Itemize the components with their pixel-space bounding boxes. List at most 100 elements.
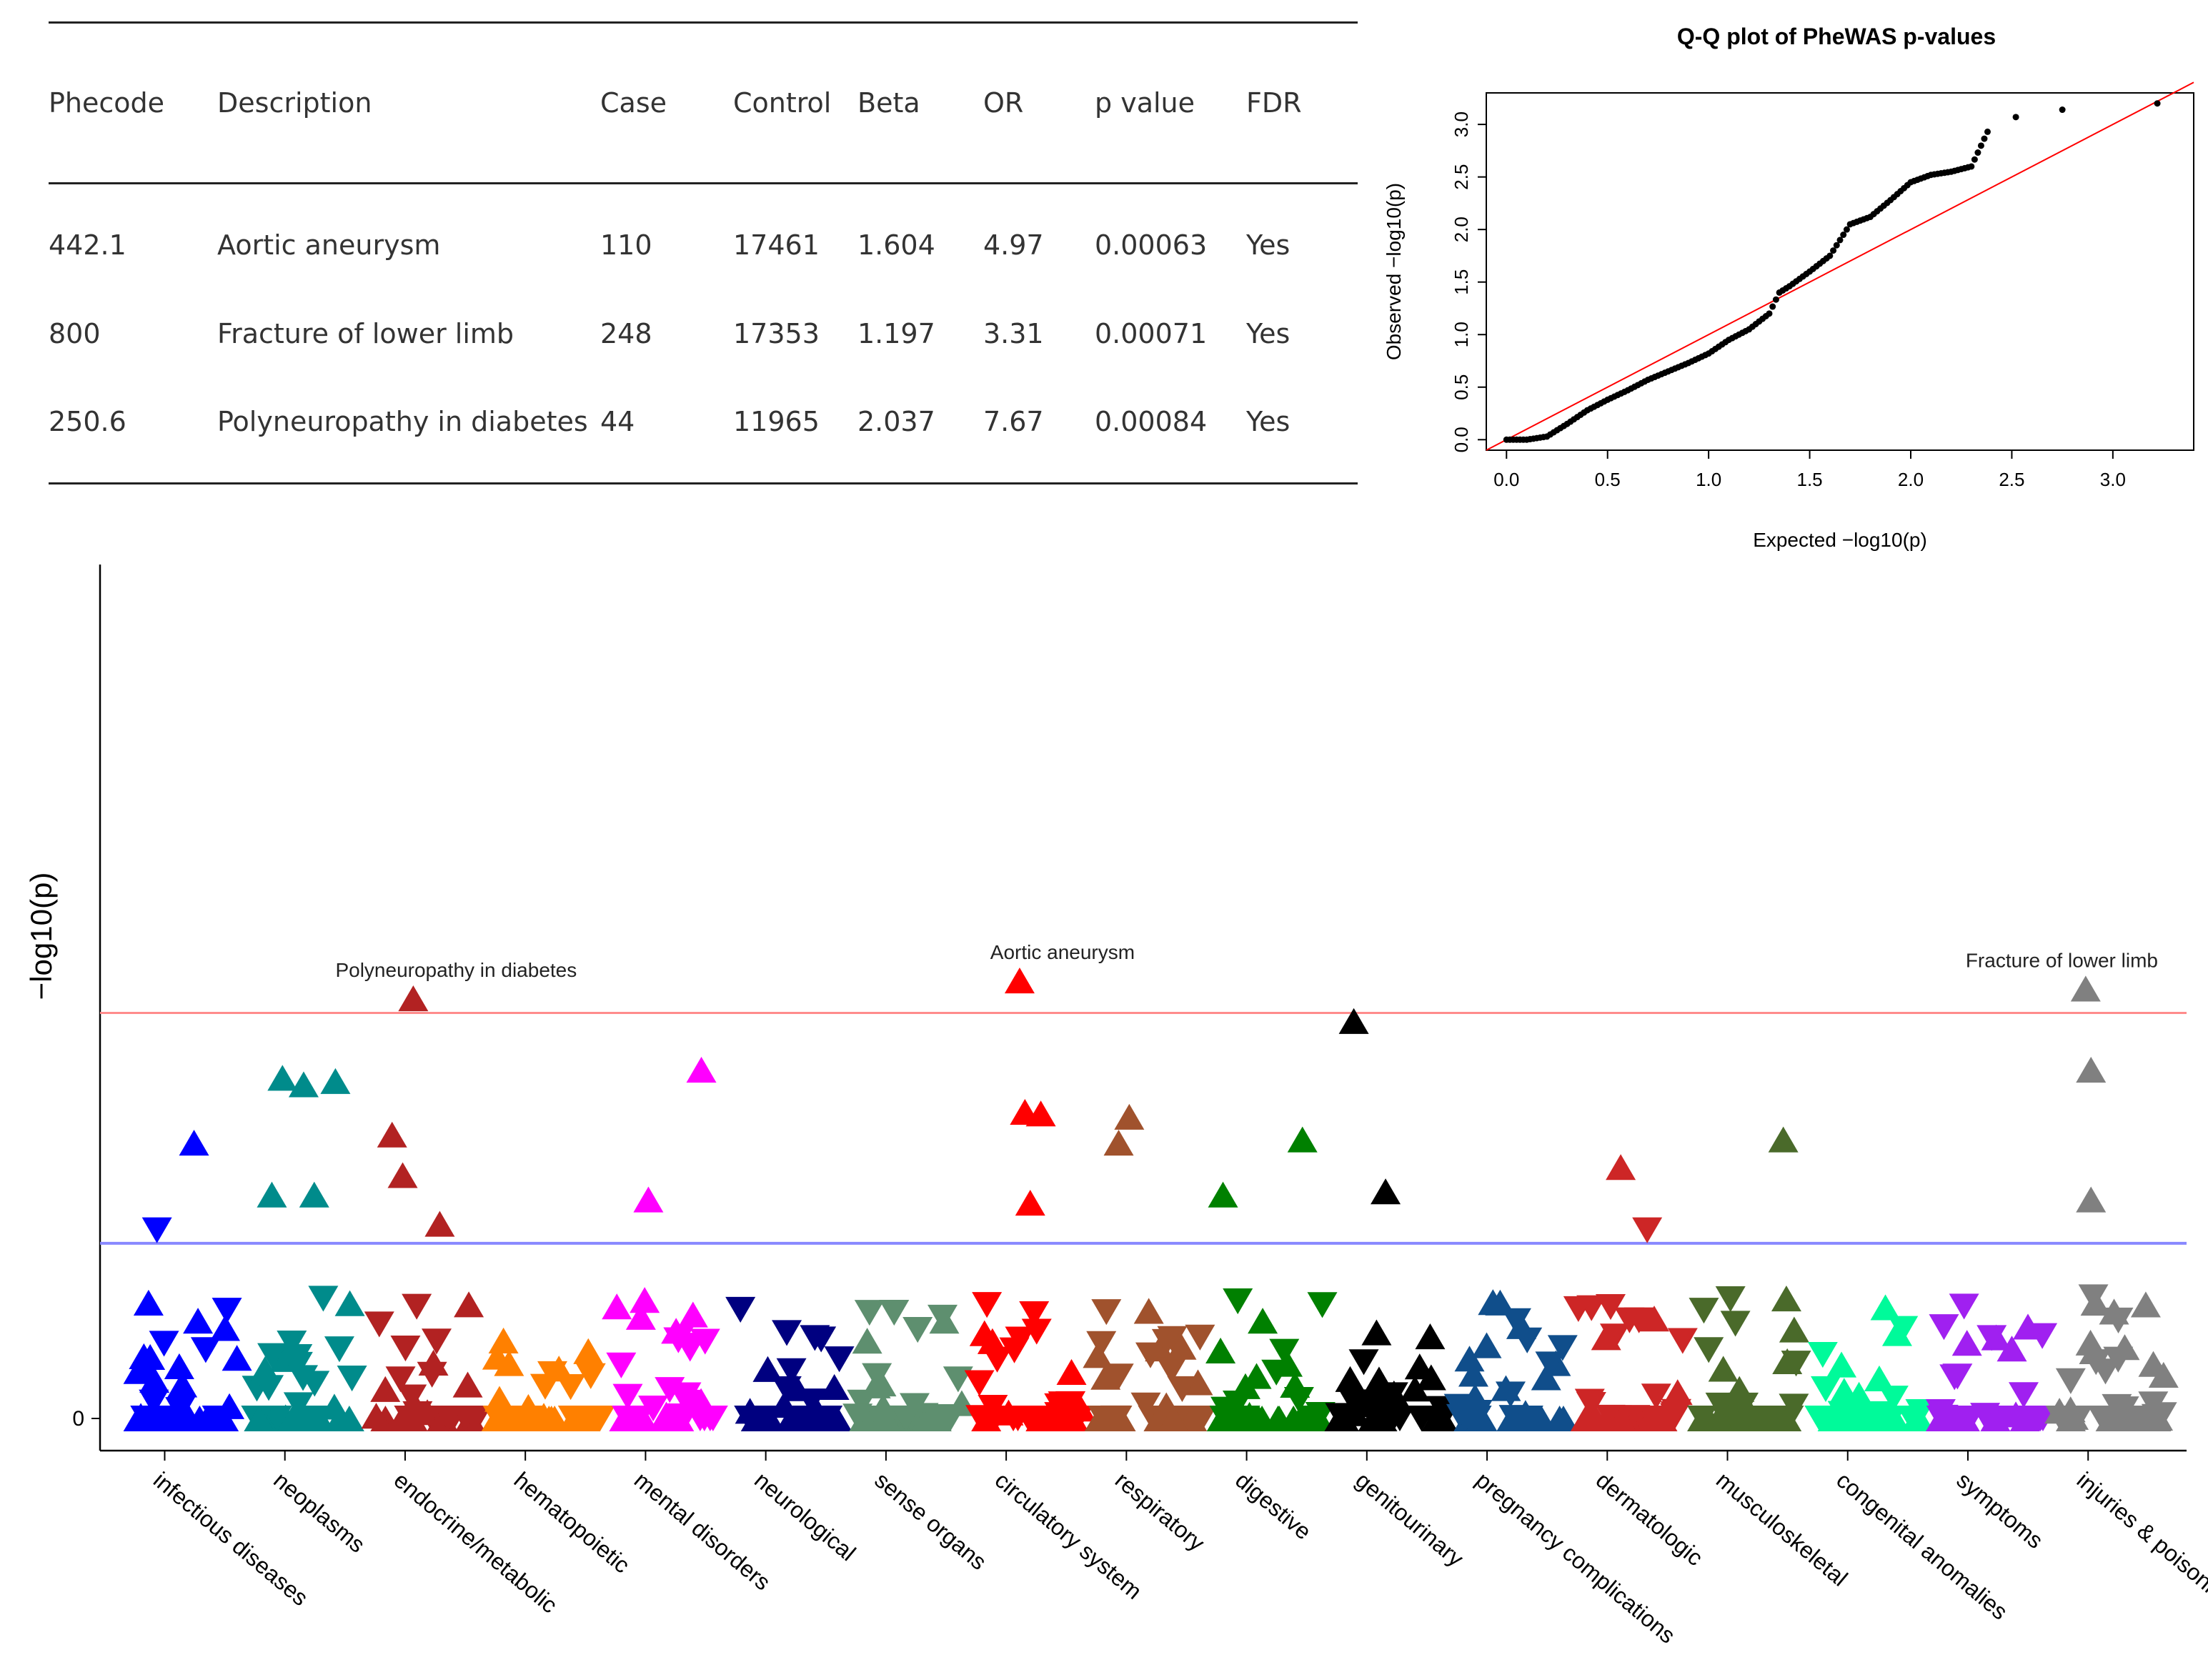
manhattan-point [418,1349,449,1376]
manhattan-highlight-point [1015,1190,1045,1216]
manhattan-point [630,1287,660,1313]
table-header-row: Phecode Description Case Control Beta OR… [49,22,1358,184]
manhattan-point [1570,1405,1601,1432]
manhattan-point [1495,1381,1526,1408]
qq-plot-frame [1486,92,2194,451]
manhattan-point [1209,1405,1240,1432]
manhattan-point [123,1358,154,1384]
manhattan-point [2097,1404,2127,1431]
manhattan-highlight-point [2076,1186,2107,1213]
manhattan-point [783,1405,814,1432]
manhattan-y-ticks: 0 [72,1407,100,1431]
manhattan-point [462,1405,492,1432]
manhattan-point [484,1386,514,1412]
manhattan-point [1996,1336,2027,1362]
manhattan-highlight-point [1208,1181,1238,1208]
manhattan-point [1378,1380,1409,1407]
manhattan-point [544,1356,575,1382]
manhattan-point [735,1398,765,1424]
manhattan-point [397,1384,427,1411]
manhattan-point [319,1393,349,1420]
manhattan-point [298,1405,329,1432]
manhattan-point [1925,1398,1956,1426]
manhattan-point [402,1293,432,1320]
manhattan-point [1166,1333,1197,1360]
manhattan-point [1280,1371,1311,1398]
manhattan-point [624,1405,655,1432]
manhattan-point [1186,1405,1217,1432]
qq-point [1836,237,1844,244]
manhattan-point [971,1405,1002,1432]
manhattan-point [209,1315,240,1341]
column-header-case: Case [600,87,667,119]
results-table-panel: Phecode Description Case Control Beta OR… [49,21,1358,515]
qq-point [1840,232,1847,239]
qq-point [1977,142,1984,149]
manhattan-point [1826,1351,1857,1378]
category-label: symptoms [1952,1467,2049,1554]
manhattan-highlight-point [1606,1154,1636,1181]
manhattan-point [1641,1405,1671,1432]
manhattan-point [725,1296,756,1323]
manhattan-point [1535,1351,1566,1378]
manhattan-point [862,1363,892,1389]
manhattan-point [1415,1323,1446,1350]
qq-point [1971,156,1978,163]
manhattan-point [1704,1405,1734,1431]
manhattan-point [1811,1376,1841,1402]
cell-control: 17461 [733,229,820,262]
manhattan-point [167,1371,198,1398]
manhattan-point [1285,1405,1316,1432]
cell-fdr: Yes [1246,317,1291,349]
cell-description: Fracture of lower limb [217,317,514,349]
manhattan-point [1754,1405,1785,1432]
qq-y-tick-label: 1.5 [1451,269,1472,295]
manhattan-highlight-point [1287,1126,1318,1153]
manhattan-highlight-point [1114,1103,1145,1130]
manhattan-point [1879,1405,1910,1432]
manhattan-point [1158,1405,1188,1432]
cell-case: 248 [600,317,652,349]
manhattan-point [824,1346,855,1373]
cell-phecode: 250.6 [49,405,126,437]
manhattan-point [557,1405,588,1432]
manhattan-point [1641,1383,1671,1410]
manhattan-point [390,1336,421,1362]
cell-p-value: 0.00084 [1095,405,1208,437]
cell-beta: 2.037 [857,405,935,437]
manhattan-point [1454,1346,1485,1372]
manhattan-point [334,1290,365,1316]
manhattan-point [890,1405,921,1432]
manhattan-point [1774,1405,1804,1432]
manhattan-annotation: Fracture of lower limb [1966,949,2158,971]
manhattan-highlight-point [686,1056,717,1083]
qq-x-tick-label: 2.0 [1898,469,1924,490]
manhattan-point [2109,1334,2140,1361]
qq-x-tick-label: 1.5 [1796,469,1822,490]
manhattan-point [606,1352,637,1378]
manhattan-point [1156,1357,1187,1383]
manhattan-point [494,1350,524,1376]
manhattan-point [1660,1401,1691,1427]
manhattan-point [928,1304,958,1331]
manhattan-point [585,1405,615,1432]
manhattan-highlight-point [288,1071,319,1098]
manhattan-point [2109,1396,2139,1423]
manhattan-point [854,1300,885,1326]
manhattan-point [283,1392,314,1418]
manhattan-highlight-point [2076,1056,2107,1083]
manhattan-point [364,1311,394,1338]
manhattan-point [1471,1332,1502,1358]
manhattan-point [1130,1392,1161,1418]
manhattan-point [752,1356,783,1382]
manhattan-point [1167,1376,1198,1403]
manhattan-point [1844,1405,1875,1432]
qq-point [2012,114,2019,121]
manhattan-highlight-point [2070,975,2101,1002]
manhattan-point [159,1405,189,1432]
manhattan-point [1264,1405,1295,1432]
manhattan-point [1574,1388,1605,1415]
manhattan-point [1348,1349,1379,1376]
manhattan-annotation: Aortic aneurysm [990,941,1135,963]
manhattan-point [370,1376,401,1402]
